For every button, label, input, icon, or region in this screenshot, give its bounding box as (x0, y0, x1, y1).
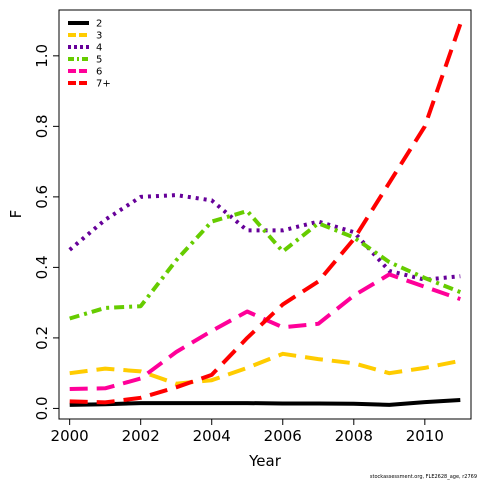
legend-label-age-2: 2 (96, 19, 102, 30)
series-layer (68, 23, 463, 407)
y-tick-label: 1.0 (33, 44, 51, 68)
y-axis: 0.0 0.2 0.4 0.6 0.8 1.0 (33, 44, 60, 420)
legend-label-age-7plus: 7+ (96, 79, 111, 90)
x-tick-label: 2006 (264, 427, 302, 445)
series-line-age-7plus (69, 23, 463, 405)
legend-label-age-4: 4 (96, 43, 102, 54)
legend-label-age-5: 5 (96, 55, 102, 66)
series-line-age-2 (69, 398, 461, 407)
x-axis-title: Year (248, 452, 282, 470)
y-tick-label: 0.0 (33, 396, 51, 420)
series-line-age-3 (69, 351, 461, 386)
x-tick-label: 2000 (51, 427, 89, 445)
y-tick-label: 0.2 (33, 326, 51, 350)
x-tick-label: 2002 (122, 427, 160, 445)
footnote: stockassessment.org, FLE2628_age, r2769 (370, 474, 477, 480)
x-tick-label: 2010 (406, 427, 444, 445)
series-line-age-5 (69, 209, 462, 321)
legend-label-age-3: 3 (96, 31, 102, 42)
x-tick-label: 2004 (193, 427, 231, 445)
y-tick-label: 0.6 (33, 185, 51, 209)
y-axis-title: F (7, 210, 25, 219)
legend-label-age-6: 6 (96, 67, 102, 78)
x-tick-label: 2008 (335, 427, 373, 445)
x-axis: 2000 2002 2004 2006 2008 2010 (51, 418, 444, 445)
y-tick-label: 0.4 (33, 255, 51, 279)
plot-frame (58, 9, 472, 420)
y-tick-label: 0.8 (33, 114, 51, 138)
